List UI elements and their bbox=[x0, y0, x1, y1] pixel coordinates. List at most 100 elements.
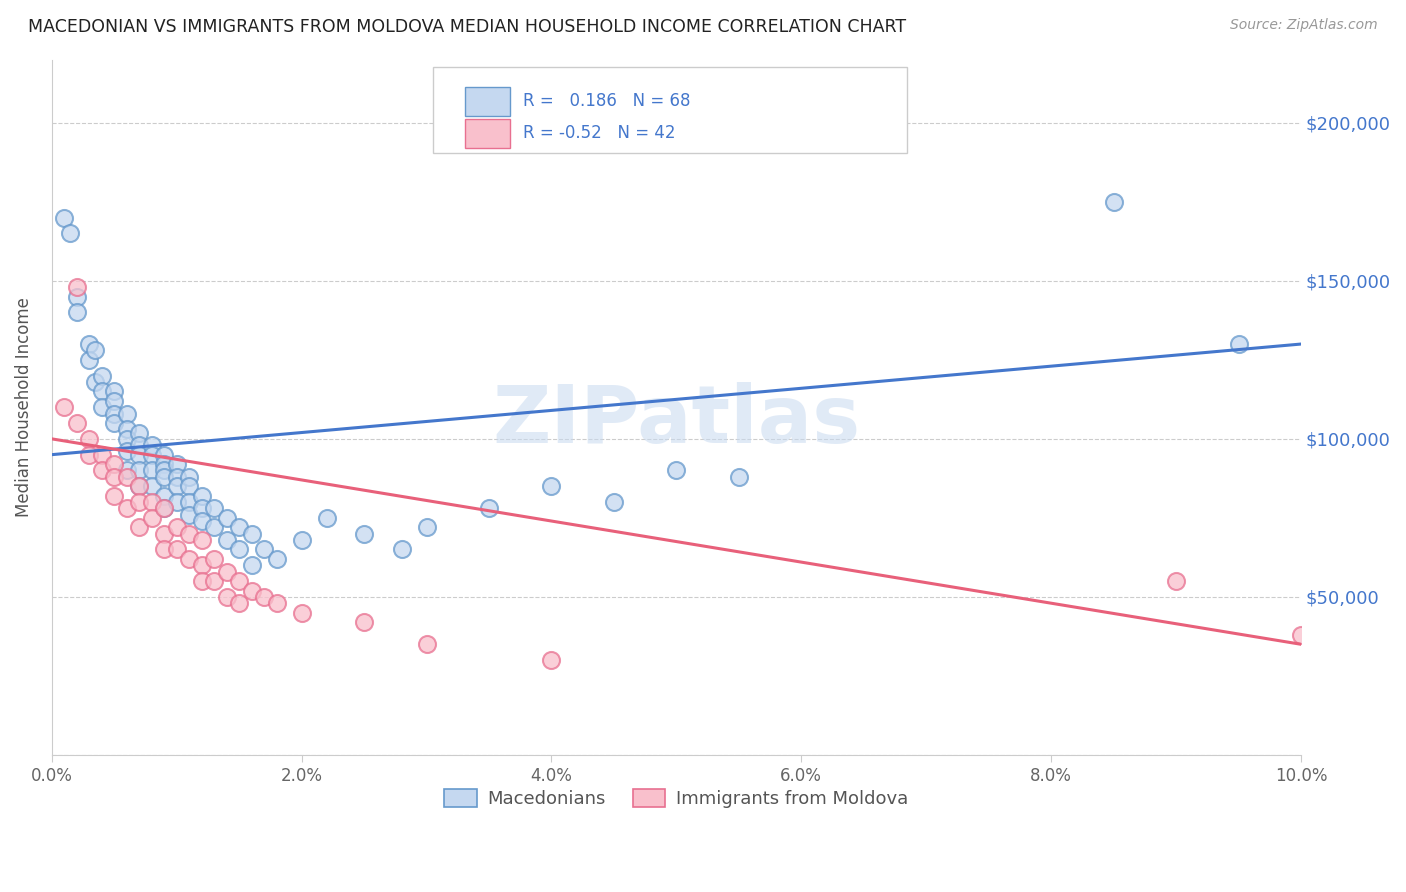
Point bbox=[77, 448, 100, 462]
Point bbox=[90, 368, 112, 383]
FancyBboxPatch shape bbox=[465, 87, 510, 116]
Point bbox=[202, 552, 225, 566]
Point bbox=[115, 463, 138, 477]
Point bbox=[153, 463, 176, 477]
Point bbox=[90, 384, 112, 399]
Point bbox=[240, 526, 263, 541]
Point bbox=[153, 489, 176, 503]
Point bbox=[66, 280, 89, 294]
Point bbox=[190, 489, 212, 503]
Point bbox=[179, 479, 201, 493]
FancyBboxPatch shape bbox=[465, 119, 510, 148]
Point bbox=[115, 432, 138, 446]
Point bbox=[266, 552, 288, 566]
Point bbox=[540, 653, 562, 667]
Point bbox=[141, 495, 163, 509]
Point bbox=[59, 227, 82, 241]
Point bbox=[84, 343, 107, 358]
Point bbox=[66, 290, 89, 304]
Point bbox=[353, 615, 375, 629]
Legend: Macedonians, Immigrants from Moldova: Macedonians, Immigrants from Moldova bbox=[437, 781, 915, 815]
Point bbox=[202, 501, 225, 516]
Point bbox=[153, 470, 176, 484]
Point bbox=[66, 416, 89, 430]
Point bbox=[141, 479, 163, 493]
Point bbox=[202, 574, 225, 588]
Point bbox=[153, 457, 176, 471]
Point bbox=[1227, 337, 1250, 351]
Point bbox=[128, 438, 150, 452]
Point bbox=[128, 425, 150, 440]
Point bbox=[103, 416, 125, 430]
Point bbox=[141, 463, 163, 477]
Point bbox=[103, 384, 125, 399]
Point bbox=[253, 590, 276, 604]
Point bbox=[166, 542, 188, 557]
Point bbox=[215, 565, 238, 579]
Point bbox=[291, 533, 314, 547]
Point bbox=[115, 407, 138, 421]
Point bbox=[240, 558, 263, 573]
Point bbox=[228, 520, 250, 534]
Point bbox=[153, 542, 176, 557]
Point bbox=[215, 511, 238, 525]
Point bbox=[77, 352, 100, 367]
Point bbox=[215, 533, 238, 547]
Point bbox=[727, 470, 749, 484]
Point bbox=[415, 637, 437, 651]
Point bbox=[166, 479, 188, 493]
Point bbox=[179, 552, 201, 566]
Point bbox=[128, 448, 150, 462]
Point bbox=[141, 448, 163, 462]
Point bbox=[153, 501, 176, 516]
Point bbox=[391, 542, 413, 557]
Point bbox=[77, 337, 100, 351]
Point bbox=[315, 511, 337, 525]
Point bbox=[478, 501, 501, 516]
FancyBboxPatch shape bbox=[433, 67, 907, 153]
Point bbox=[1164, 574, 1187, 588]
Point bbox=[1102, 194, 1125, 209]
Text: R =   0.186   N = 68: R = 0.186 N = 68 bbox=[523, 92, 690, 111]
Point bbox=[90, 463, 112, 477]
Text: R = -0.52   N = 42: R = -0.52 N = 42 bbox=[523, 124, 675, 143]
Y-axis label: Median Household Income: Median Household Income bbox=[15, 297, 32, 517]
Point bbox=[103, 407, 125, 421]
Point bbox=[603, 495, 626, 509]
Point bbox=[540, 479, 562, 493]
Point bbox=[90, 448, 112, 462]
Point bbox=[266, 596, 288, 610]
Point bbox=[128, 463, 150, 477]
Point bbox=[228, 596, 250, 610]
Point bbox=[115, 422, 138, 436]
Point bbox=[128, 479, 150, 493]
Point bbox=[128, 495, 150, 509]
Point bbox=[179, 508, 201, 522]
Point bbox=[228, 574, 250, 588]
Point bbox=[190, 533, 212, 547]
Point bbox=[153, 501, 176, 516]
Point bbox=[115, 501, 138, 516]
Point bbox=[240, 583, 263, 598]
Point bbox=[90, 401, 112, 415]
Point bbox=[215, 590, 238, 604]
Point bbox=[353, 526, 375, 541]
Point bbox=[166, 520, 188, 534]
Point bbox=[190, 574, 212, 588]
Point bbox=[166, 495, 188, 509]
Point bbox=[77, 432, 100, 446]
Text: Source: ZipAtlas.com: Source: ZipAtlas.com bbox=[1230, 18, 1378, 32]
Point bbox=[53, 401, 76, 415]
Point bbox=[115, 444, 138, 458]
Point bbox=[115, 470, 138, 484]
Point bbox=[53, 211, 76, 225]
Point bbox=[228, 542, 250, 557]
Point bbox=[103, 489, 125, 503]
Point bbox=[179, 526, 201, 541]
Point bbox=[190, 514, 212, 528]
Point bbox=[166, 470, 188, 484]
Point bbox=[141, 511, 163, 525]
Point bbox=[665, 463, 688, 477]
Point bbox=[253, 542, 276, 557]
Point bbox=[128, 479, 150, 493]
